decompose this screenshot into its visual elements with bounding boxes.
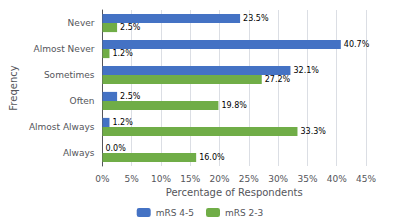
svg-text:5%: 5%	[125, 174, 140, 184]
svg-text:mRS 2-3: mRS 2-3	[225, 208, 263, 218]
svg-text:40.7%: 40.7%	[344, 40, 370, 49]
svg-text:0.0%: 0.0%	[105, 144, 126, 153]
svg-text:1.2%: 1.2%	[112, 118, 133, 127]
svg-text:15%: 15%	[180, 174, 200, 184]
svg-text:19.8%: 19.8%	[221, 101, 247, 110]
svg-text:Always: Always	[63, 148, 95, 158]
svg-text:16.0%: 16.0%	[199, 153, 225, 162]
svg-text:32.1%: 32.1%	[293, 66, 319, 75]
svg-text:40%: 40%	[327, 174, 347, 184]
svg-text:1.2%: 1.2%	[112, 49, 133, 58]
svg-text:25%: 25%	[239, 174, 259, 184]
svg-text:45%: 45%	[356, 174, 376, 184]
svg-text:2.5%: 2.5%	[120, 92, 141, 101]
svg-text:mRS 4-5: mRS 4-5	[156, 208, 194, 218]
svg-text:Percentage of Respondents: Percentage of Respondents	[166, 187, 303, 198]
svg-text:23.5%: 23.5%	[243, 14, 269, 23]
svg-text:33.3%: 33.3%	[300, 127, 326, 136]
svg-text:Freqency: Freqency	[8, 65, 19, 110]
svg-text:2.5%: 2.5%	[120, 23, 141, 32]
svg-text:Almost Always: Almost Always	[29, 122, 95, 132]
svg-text:Sometimes: Sometimes	[44, 70, 95, 80]
svg-text:20%: 20%	[210, 174, 230, 184]
svg-text:Almost Never: Almost Never	[34, 44, 95, 54]
svg-text:0%: 0%	[95, 174, 110, 184]
svg-text:30%: 30%	[268, 174, 288, 184]
svg-text:27.2%: 27.2%	[265, 75, 291, 84]
svg-text:Often: Often	[70, 96, 95, 106]
svg-text:Never: Never	[68, 18, 95, 28]
svg-text:10%: 10%	[151, 174, 171, 184]
svg-text:35%: 35%	[297, 174, 317, 184]
